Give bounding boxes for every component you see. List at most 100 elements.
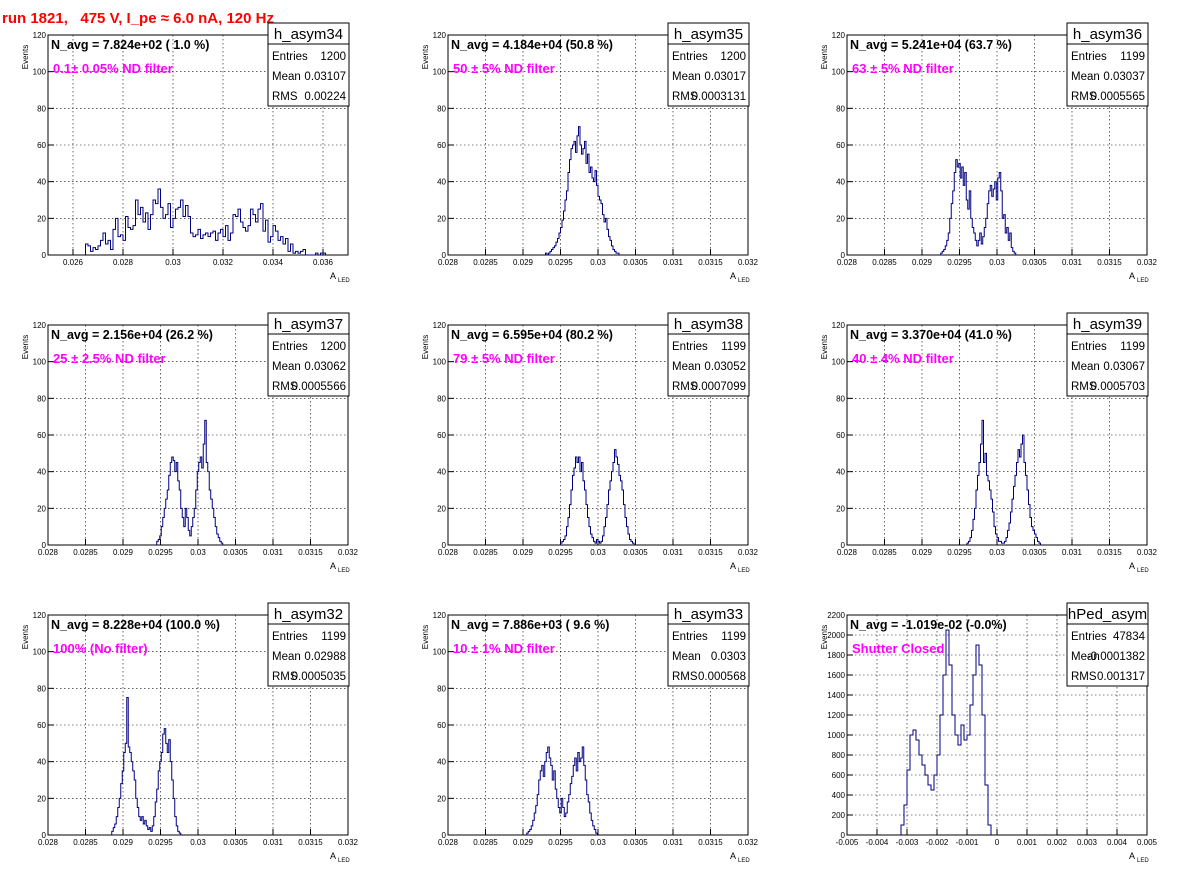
y-tick-label: 40 xyxy=(437,178,446,187)
x-tick-label: 0.029 xyxy=(513,838,534,847)
histogram-series xyxy=(85,188,326,256)
panel-h_asym35: 0.028 0.0285 0.029 0.0295 0.03 0.0305 0.031 0.0… xyxy=(421,22,759,284)
filter-note: 40 ± 4% ND filter xyxy=(852,351,954,366)
y-tick-label: 120 xyxy=(433,321,447,330)
x-tick-label: 0.0305 xyxy=(623,838,648,847)
filter-note: 100% (No filter) xyxy=(53,641,148,656)
stat-value: 0.0005566 xyxy=(292,381,346,393)
x-tick-label: 0.031 xyxy=(1062,548,1083,557)
stat-label: RMS xyxy=(1071,381,1097,393)
stat-label: Entries xyxy=(672,341,708,353)
y-tick-label: 60 xyxy=(836,431,845,440)
x-tick-label: 0.0305 xyxy=(623,258,648,267)
run-title: run 1821, 475 V, I_pe ≈ 6.0 nA, 120 Hz xyxy=(2,10,274,27)
stat-value: 0.03062 xyxy=(304,361,346,373)
stat-label: RMS xyxy=(1071,671,1097,683)
x-tick-label: 0.028 xyxy=(113,258,134,267)
y-tick-label: 40 xyxy=(836,468,845,477)
histogram-name: h_asym34 xyxy=(274,26,343,43)
x-tick-label: 0.029 xyxy=(912,548,933,557)
navg-label: N_avg = 4.184e+04 (50.8 %) xyxy=(451,38,613,52)
x-tick-label: 0.0285 xyxy=(872,548,897,557)
stat-label: Entries xyxy=(1071,341,1107,353)
panel-h_asym33: 0.028 0.0285 0.029 0.0295 0.03 0.0305 0.031 0.0… xyxy=(421,602,759,864)
x-axis-title: A xyxy=(330,851,336,861)
y-tick-label: 60 xyxy=(37,141,46,150)
x-axis-subscript: LED xyxy=(738,568,750,574)
y-tick-label: 80 xyxy=(836,104,845,113)
stat-label: Entries xyxy=(272,51,308,63)
x-tick-label: 0.0305 xyxy=(623,548,648,557)
y-tick-label: 0 xyxy=(841,541,846,550)
y-tick-label: 600 xyxy=(832,771,846,780)
x-tick-label: 0.031 xyxy=(663,838,684,847)
y-tick-label: 120 xyxy=(433,31,447,40)
stat-label: Entries xyxy=(1071,631,1107,643)
x-tick-label: 0.031 xyxy=(663,258,684,267)
y-tick-label: 120 xyxy=(33,31,47,40)
x-tick-label: 0.029 xyxy=(113,838,134,847)
y-tick-label: 1200 xyxy=(827,711,845,720)
x-axis-subscript: LED xyxy=(338,278,350,284)
x-tick-label: 0.0285 xyxy=(73,838,98,847)
y-axis-title: Events xyxy=(820,625,829,649)
y-axis-title: Events xyxy=(421,45,430,69)
histogram-series xyxy=(526,746,598,835)
x-axis-subscript: LED xyxy=(738,278,750,284)
y-tick-label: 80 xyxy=(836,394,845,403)
x-axis-subscript: LED xyxy=(1137,858,1149,864)
stat-label: Mean xyxy=(672,651,701,663)
panel-h_asym38: 0.028 0.0285 0.029 0.0295 0.03 0.0305 0.031 0.0… xyxy=(421,312,759,574)
x-tick-label: 0.03 xyxy=(190,838,206,847)
stats-box: h_asym35 Entries 1200 Mean 0.03017 RMS0.00031… xyxy=(667,22,750,107)
y-tick-label: 60 xyxy=(437,431,446,440)
navg-label: N_avg = 3.370e+04 (41.0 %) xyxy=(850,328,1012,342)
x-axis-title: A xyxy=(330,561,336,571)
stat-value: -0.0001382 xyxy=(1087,651,1145,663)
filter-note: 25 ± 2.5% ND filter xyxy=(53,351,166,366)
stat-label: RMS xyxy=(672,91,698,103)
histogram-name: h_asym38 xyxy=(674,316,743,333)
x-tick-label: 0.029 xyxy=(513,258,534,267)
x-tick-label: 0.0315 xyxy=(698,258,723,267)
stat-label: Mean xyxy=(672,361,701,373)
x-tick-label: 0.002 xyxy=(1047,838,1068,847)
stat-value: 0.00224 xyxy=(304,91,346,103)
panel-h_asym39: 0.028 0.0285 0.029 0.0295 0.03 0.0305 0.031 0.0… xyxy=(820,312,1158,574)
y-tick-label: 20 xyxy=(37,794,46,803)
histogram-name: h_asym33 xyxy=(674,606,743,623)
y-tick-label: 0 xyxy=(841,251,846,260)
x-tick-label: 0.0315 xyxy=(698,548,723,557)
y-tick-label: 120 xyxy=(832,31,846,40)
x-tick-label: 0.032 xyxy=(338,838,359,847)
filter-note: Shutter Closed xyxy=(852,641,945,656)
stat-label: Mean xyxy=(272,651,301,663)
x-tick-label: 0.0315 xyxy=(1097,548,1122,557)
x-tick-label: 0.028 xyxy=(837,548,858,557)
x-tick-label: 0.0295 xyxy=(548,838,573,847)
x-axis-title: A xyxy=(730,271,736,281)
stats-body-box xyxy=(667,623,750,687)
navg-label: N_avg = 7.886e+03 ( 9.6 %) xyxy=(451,618,609,632)
y-axis-title: Events xyxy=(820,45,829,69)
y-tick-label: 100 xyxy=(433,648,447,657)
y-tick-label: 1000 xyxy=(827,731,845,740)
panel-h_asym32: 0.028 0.0285 0.029 0.0295 0.03 0.0305 0.031 0.0… xyxy=(21,602,359,864)
stats-body-box xyxy=(667,43,750,107)
x-tick-label: 0.028 xyxy=(438,258,459,267)
x-tick-label: 0.0295 xyxy=(548,548,573,557)
x-tick-label: 0.03 xyxy=(989,258,1005,267)
stats-body-box xyxy=(267,623,350,687)
x-tick-label: 0.031 xyxy=(1062,258,1083,267)
stat-label: Mean xyxy=(1071,71,1100,83)
navg-label: N_avg = 8.228e+04 (100.0 %) xyxy=(51,618,220,632)
x-tick-label: 0.0285 xyxy=(473,258,498,267)
stat-label: RMS xyxy=(272,671,298,683)
x-tick-label: 0.0285 xyxy=(872,258,897,267)
y-tick-label: 120 xyxy=(33,321,47,330)
stat-value: 47834 xyxy=(1113,631,1146,643)
stats-body-box xyxy=(267,333,350,397)
stat-value: 0.0003131 xyxy=(692,91,746,103)
y-axis-title: Events xyxy=(421,625,430,649)
x-axis-title: A xyxy=(330,271,336,281)
